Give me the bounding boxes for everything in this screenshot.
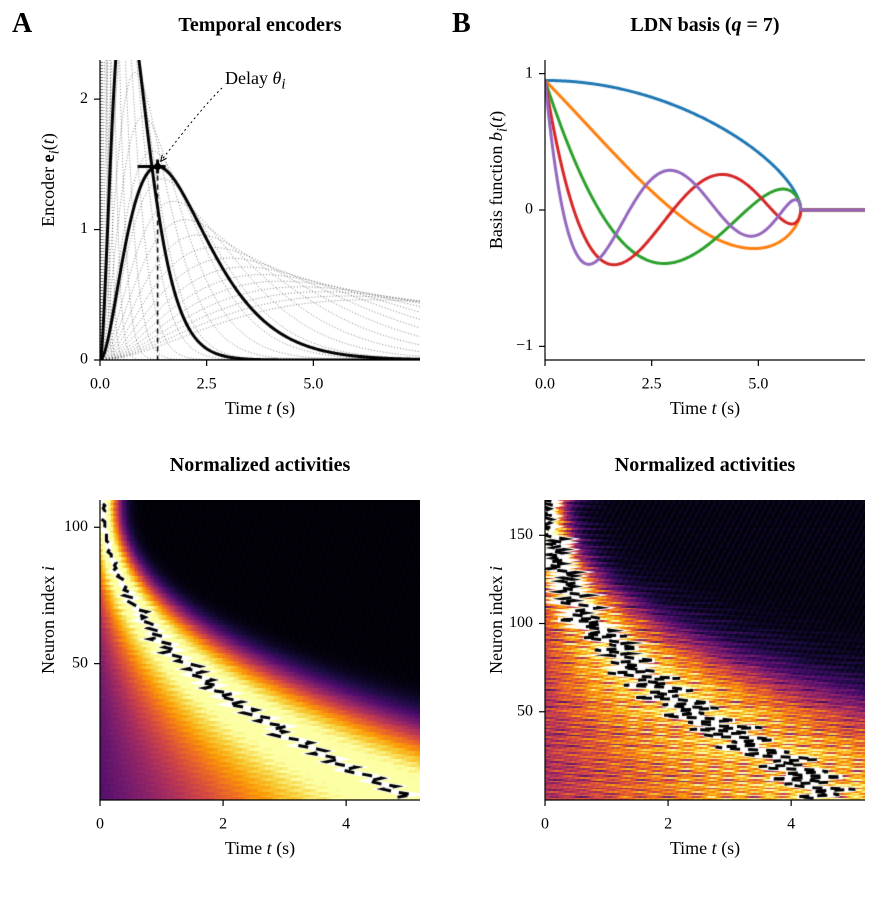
- xlabel-a2: Time t (s): [100, 838, 420, 859]
- ylabel-b2: Neuron index i: [486, 510, 507, 730]
- xlabel-b2: Time t (s): [545, 838, 865, 859]
- ylabel-a1: Encoder ei(t): [38, 80, 64, 280]
- svg-text:100: 100: [509, 614, 533, 631]
- svg-text:150: 150: [509, 526, 533, 543]
- svg-text:0: 0: [80, 351, 88, 368]
- axes-a2: 0 2 4 50 100: [0, 440, 430, 870]
- svg-text:4: 4: [787, 815, 795, 832]
- svg-text:50: 50: [517, 702, 533, 719]
- svg-text:2: 2: [664, 815, 672, 832]
- svg-text:0.0: 0.0: [90, 375, 110, 392]
- xlabel-b1: Time t (s): [545, 398, 865, 419]
- xlabel-a1: Time t (s): [100, 398, 420, 419]
- svg-text:0: 0: [96, 815, 104, 832]
- ylabel-a2: Neuron index i: [38, 510, 59, 730]
- axes-b2: 0 2 4 50 100 150: [445, 440, 880, 870]
- svg-text:0: 0: [541, 815, 549, 832]
- svg-text:100: 100: [64, 518, 88, 535]
- svg-text:0.0: 0.0: [535, 375, 555, 392]
- figure-root: A B Temporal encoders LDN basis (q = 7) …: [0, 0, 888, 898]
- svg-text:2.5: 2.5: [642, 375, 662, 392]
- ylabel-b1: Basis function bi(t): [486, 50, 512, 310]
- svg-text:50: 50: [72, 654, 88, 671]
- svg-text:5.0: 5.0: [748, 375, 768, 392]
- delay-annotation: Delay θi: [225, 68, 286, 94]
- svg-text:2.5: 2.5: [197, 375, 217, 392]
- svg-text:0: 0: [525, 201, 533, 218]
- axes-a1: 0.0 2.5 5.0 0 1 2: [0, 0, 430, 420]
- svg-text:5.0: 5.0: [303, 375, 323, 392]
- svg-text:1: 1: [525, 64, 533, 81]
- svg-text:4: 4: [342, 815, 350, 832]
- svg-text:2: 2: [219, 815, 227, 832]
- svg-text:−1: −1: [516, 337, 533, 354]
- svg-text:2: 2: [80, 90, 88, 107]
- svg-text:1: 1: [80, 220, 88, 237]
